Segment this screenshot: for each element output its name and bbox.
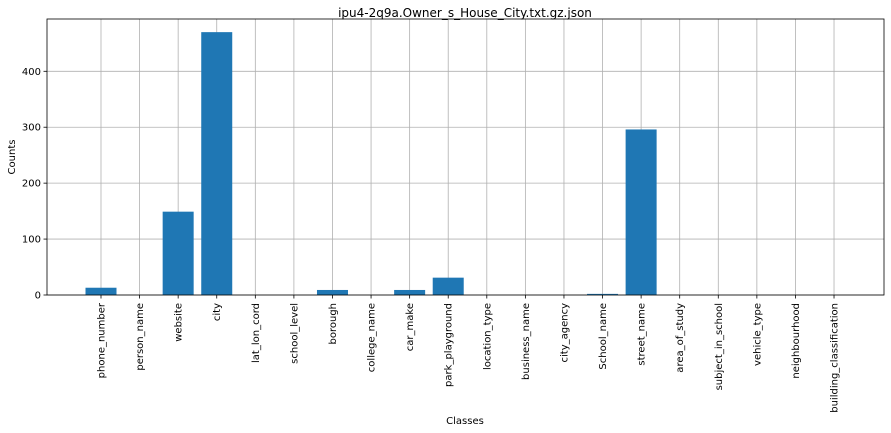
x-tick-label: neighbourhood	[791, 303, 802, 379]
x-tick-label: building_classification	[830, 303, 841, 413]
bars	[85, 32, 657, 296]
y-axis-ticks: 0 100 200 300 400	[22, 67, 47, 302]
bar-School_name	[587, 293, 619, 295]
x-tick-label: phone_number	[97, 302, 108, 378]
x-tick-label: park_playground	[444, 303, 455, 387]
x-tick-label: car_make	[405, 303, 416, 351]
x-tick-label: city_agency	[559, 303, 570, 363]
x-tick-label: business_name	[521, 303, 532, 380]
y-tick-label: 300	[22, 123, 41, 134]
x-tick-label: website	[174, 303, 185, 342]
x-tick-label: subject_in_school	[714, 303, 725, 390]
plot-frame	[46, 18, 885, 296]
x-tick-label: area_of_study	[675, 303, 686, 373]
grid	[47, 19, 884, 296]
x-tick-label: street_name	[637, 303, 648, 366]
bar-park_playground	[432, 277, 464, 295]
x-axis-label: Classes	[446, 416, 484, 427]
x-tick-label: lat_lon_cord	[251, 303, 262, 363]
x-tick-label: School_name	[598, 303, 609, 370]
x-tick-label: city	[212, 303, 223, 321]
y-tick-label: 200	[22, 179, 41, 190]
bar-phone_number	[85, 287, 117, 295]
bar-street_name	[625, 129, 657, 295]
y-tick-label: 0	[35, 291, 41, 302]
x-tick-label: borough	[328, 303, 339, 345]
x-tick-label: location_type	[482, 303, 493, 370]
x-tick-label: vehicle_type	[752, 303, 763, 366]
bar-city	[201, 32, 233, 296]
bar-car_make	[394, 289, 426, 295]
x-tick-label: college_name	[367, 303, 378, 372]
x-tick-label: person_name	[135, 303, 146, 371]
y-tick-label: 400	[22, 67, 41, 78]
chart-title: ipu4-2q9a.Owner_s_House_City.txt.gz.json	[338, 6, 592, 20]
y-axis-label: Counts	[7, 140, 18, 175]
bar-website	[162, 211, 194, 295]
x-tick-label: school_level	[289, 303, 300, 364]
y-tick-label: 100	[22, 235, 41, 246]
x-axis-ticks: phone_number person_name website city lat_lo…	[97, 295, 841, 413]
bar-borough	[316, 289, 348, 295]
